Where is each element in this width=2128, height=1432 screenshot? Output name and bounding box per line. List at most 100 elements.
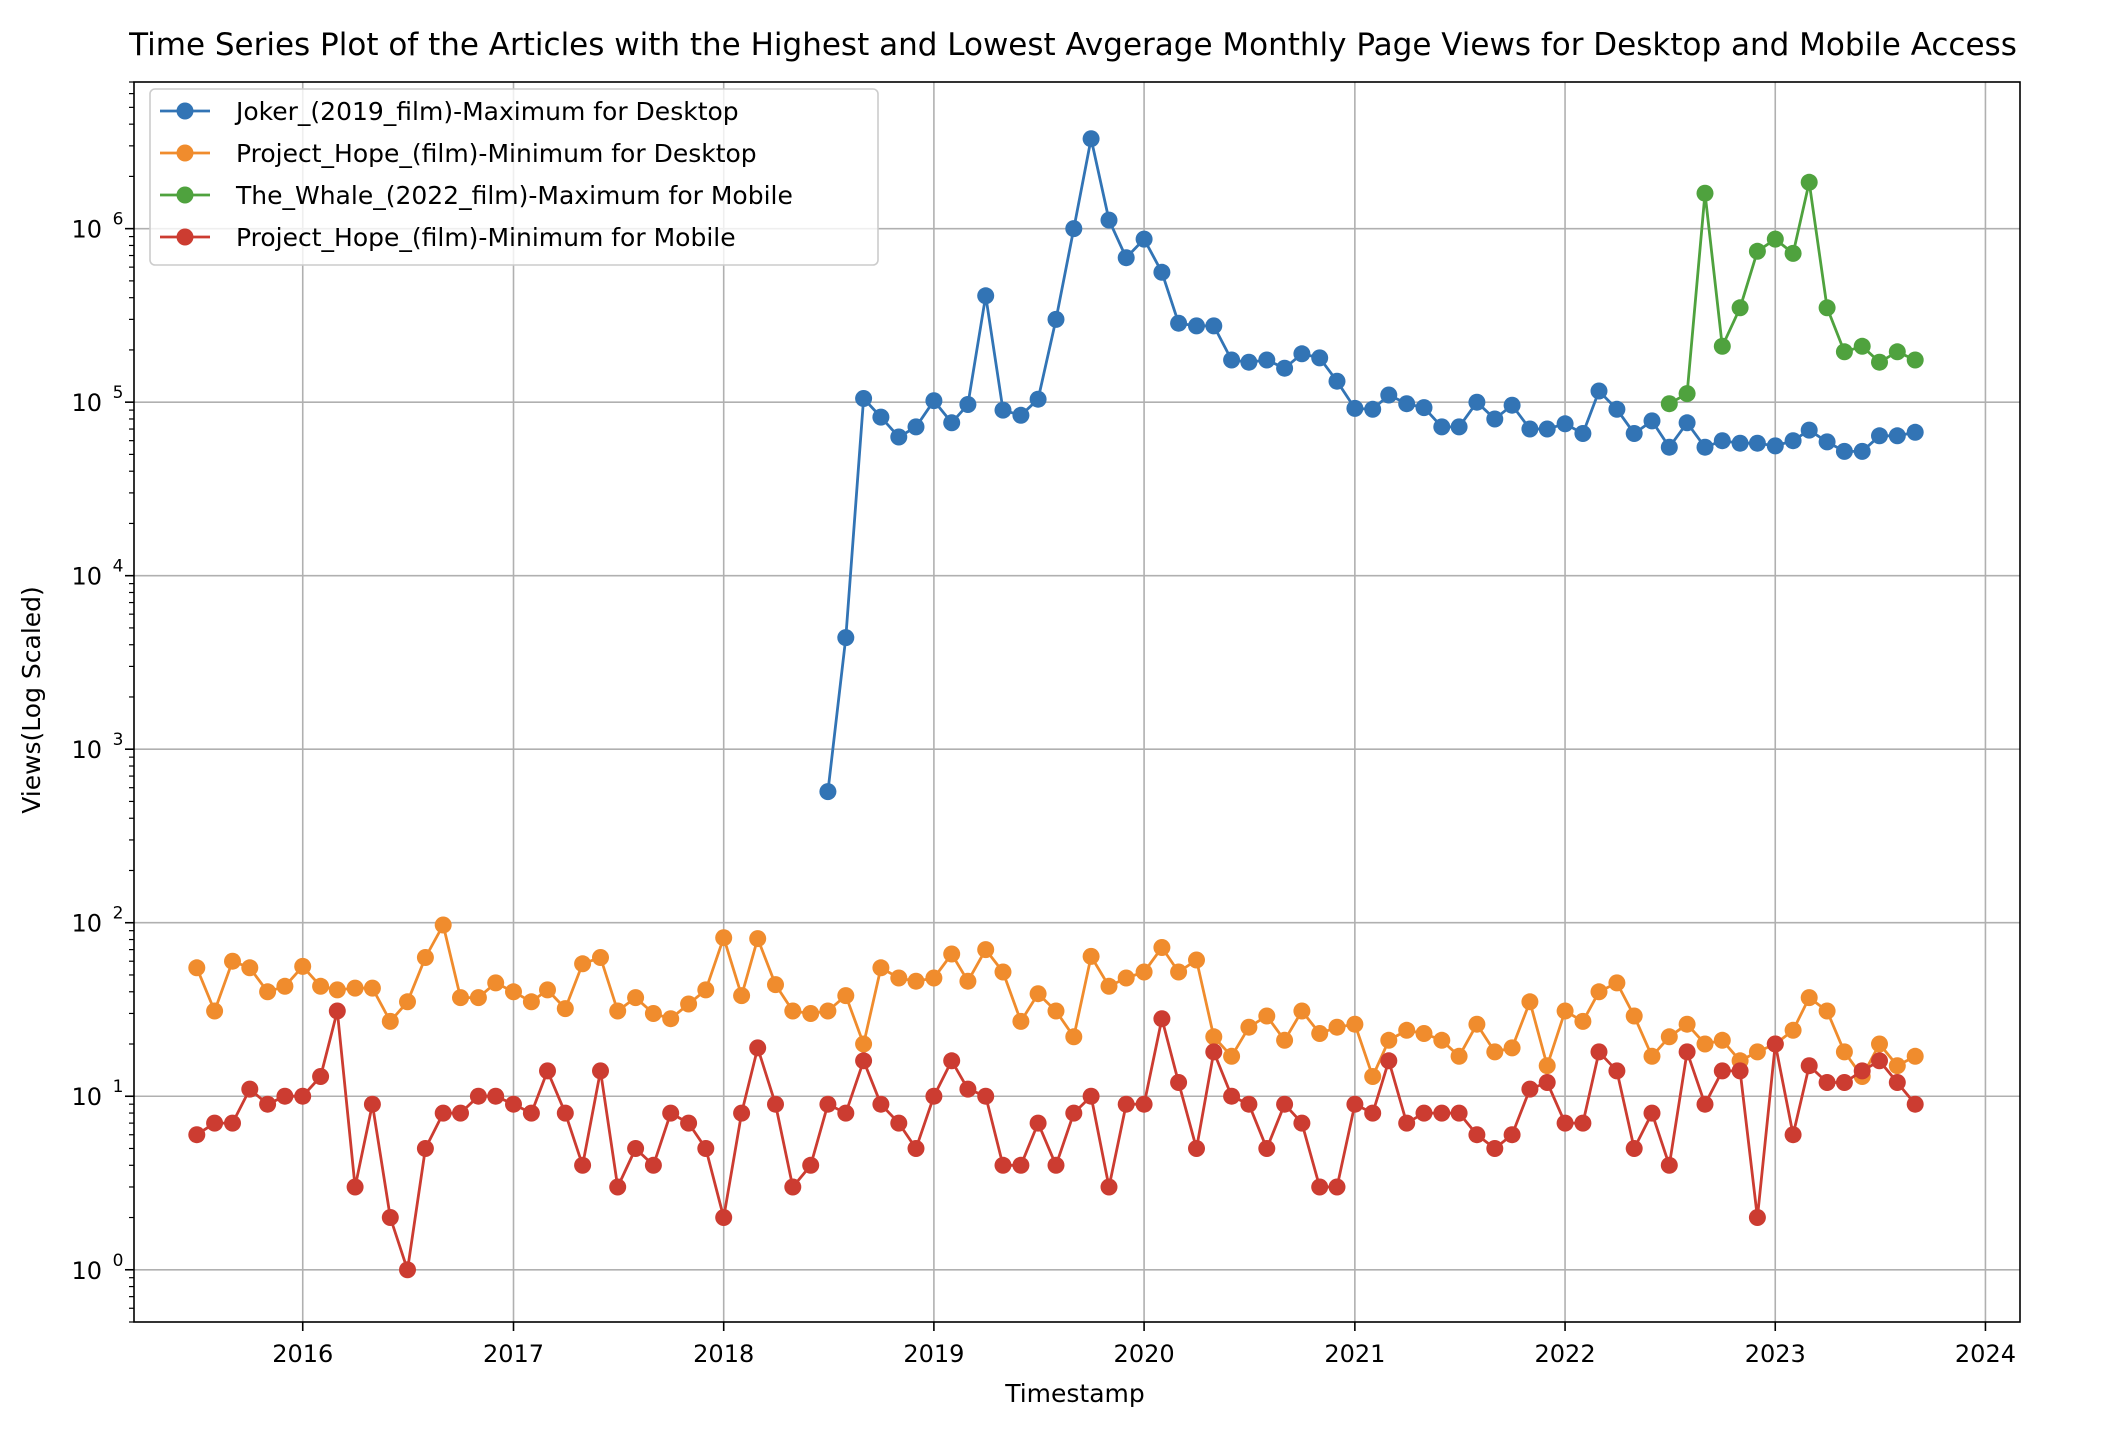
data-point (1556, 415, 1574, 433)
data-point (1415, 399, 1433, 417)
data-point (1818, 1074, 1836, 1091)
data-point (1100, 1178, 1118, 1196)
data-point (416, 949, 434, 966)
data-point (959, 396, 977, 413)
data-point (1608, 974, 1626, 992)
data-point (1486, 410, 1504, 428)
data-point (1065, 1028, 1083, 1046)
legend-label: Project_Hope_(film)-Minimum for Mobile (236, 223, 736, 252)
data-point (1117, 1095, 1135, 1113)
data-point (505, 1095, 522, 1113)
y-tick-label: 10 (71, 563, 102, 591)
data-point (1731, 299, 1749, 317)
data-point (1047, 1002, 1065, 1020)
data-point (1590, 382, 1608, 400)
data-point (1047, 1156, 1065, 1174)
data-point (469, 989, 487, 1007)
data-point (363, 1095, 381, 1113)
data-point (943, 945, 961, 963)
y-tick-exponent: 2 (113, 904, 124, 924)
data-point (680, 1114, 698, 1132)
data-point (872, 959, 890, 977)
data-point (1258, 351, 1276, 369)
y-tick-exponent: 3 (113, 730, 124, 750)
data-point (1800, 989, 1818, 1007)
data-point (294, 957, 312, 975)
legend-entry: Project_Hope_(film)-Minimum for Desktop (160, 139, 757, 168)
data-point (1748, 242, 1766, 260)
data-point (1766, 437, 1784, 455)
data-point (890, 428, 908, 446)
data-point (1556, 1114, 1574, 1132)
data-point (539, 1062, 556, 1080)
data-point (977, 1087, 995, 1105)
data-point (241, 959, 259, 977)
legend-marker (176, 144, 194, 162)
data-point (1521, 420, 1539, 438)
data-point (1713, 432, 1731, 450)
legend-label: The_Whale_(2022_film)-Maximum for Mobile (235, 181, 793, 210)
data-point (1906, 1095, 1924, 1113)
y-tick-label: 10 (71, 216, 102, 244)
data-point (522, 1104, 540, 1122)
data-point (872, 1095, 890, 1113)
data-point (1240, 1018, 1258, 1036)
data-point (1012, 1156, 1030, 1174)
y-tick-label: 10 (71, 1083, 102, 1111)
data-point (328, 981, 346, 999)
data-point (592, 1062, 609, 1080)
data-point (1835, 1074, 1853, 1091)
data-point (346, 1178, 364, 1196)
data-point (1135, 963, 1153, 981)
data-point (627, 989, 645, 1007)
data-point (1188, 1140, 1205, 1157)
data-point (312, 977, 330, 995)
data-point (487, 1087, 505, 1105)
data-point (925, 969, 943, 987)
data-point (802, 1156, 820, 1174)
data-point (872, 408, 890, 426)
data-point (680, 995, 698, 1013)
data-point (1188, 317, 1205, 335)
data-point (1433, 1031, 1451, 1049)
data-point (1678, 385, 1696, 403)
data-point (907, 972, 925, 990)
data-point (1678, 1015, 1696, 1033)
x-tick-label: 2018 (693, 1340, 754, 1368)
data-point (1135, 1095, 1153, 1113)
data-point (1450, 1104, 1468, 1122)
chart-title: Time Series Plot of the Articles with th… (128, 27, 2017, 63)
data-point (1906, 423, 1924, 441)
data-point (1800, 173, 1818, 191)
data-point (1888, 1074, 1906, 1091)
data-point (994, 1156, 1012, 1174)
y-tick-exponent: 1 (113, 1077, 124, 1097)
data-point (539, 981, 556, 999)
y-tick-exponent: 0 (113, 1251, 124, 1271)
data-point (1082, 947, 1100, 965)
data-point (925, 1087, 943, 1105)
data-point (1170, 963, 1188, 981)
data-point (609, 1178, 627, 1196)
data-point (1450, 1047, 1468, 1065)
data-point (819, 1095, 837, 1113)
data-point (1748, 434, 1766, 452)
data-point (1521, 1080, 1539, 1098)
data-point (855, 1052, 873, 1070)
data-point (1818, 433, 1836, 451)
data-point (890, 1114, 908, 1132)
data-point (925, 392, 943, 410)
data-point (1835, 1043, 1853, 1061)
data-point (1082, 130, 1100, 148)
data-point (907, 418, 925, 436)
data-point (1625, 1140, 1643, 1157)
data-point (1029, 390, 1047, 408)
data-point (556, 1104, 574, 1122)
data-point (1293, 345, 1311, 363)
data-point (749, 1039, 767, 1057)
data-point (733, 987, 751, 1005)
data-point (1117, 249, 1135, 267)
data-point (206, 1114, 224, 1132)
data-point (1871, 1052, 1888, 1070)
y-tick-label: 10 (71, 910, 102, 938)
